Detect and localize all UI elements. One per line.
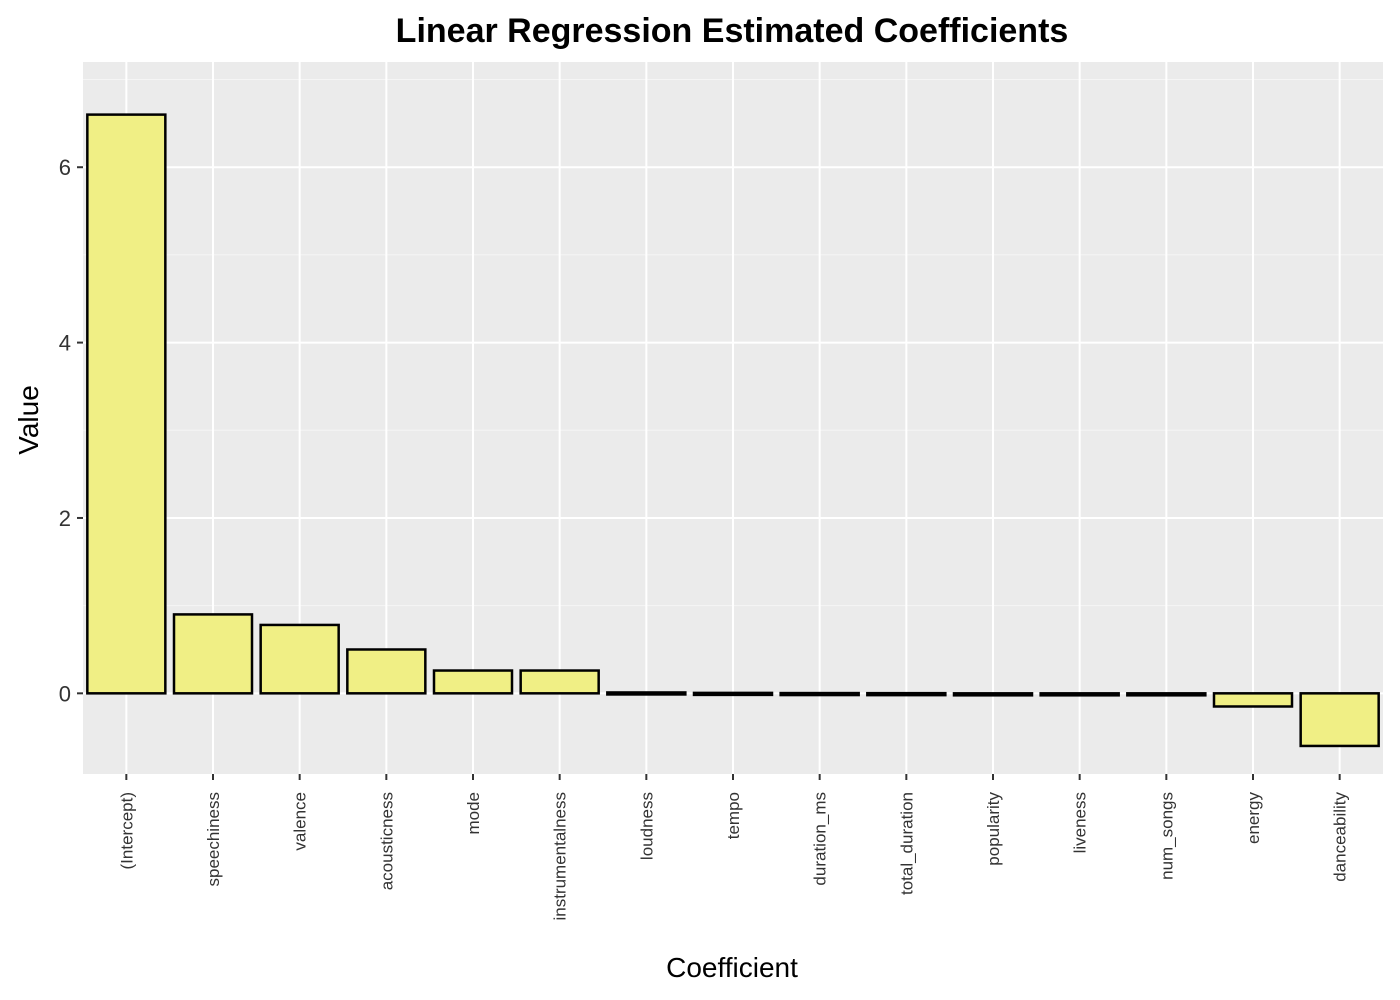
x-tick-label: mode <box>464 792 483 835</box>
bar-popularity <box>952 692 1034 697</box>
bar-acousticness <box>346 648 427 695</box>
x-tick-label: energy <box>1244 792 1263 844</box>
x-tick-label: popularity <box>984 792 1003 866</box>
x-tick-label: tempo <box>724 792 743 839</box>
x-tick-label: (Intercept) <box>117 792 136 869</box>
y-axis: 0 2 4 6 <box>59 155 83 706</box>
bar-duration-ms <box>779 691 860 697</box>
y-tick-label: 2 <box>59 506 71 531</box>
x-tick-label: danceability <box>1331 792 1350 882</box>
x-tick-label: total_duration <box>897 792 916 895</box>
bar-total-duration <box>866 691 947 697</box>
bar-valence <box>259 623 340 695</box>
bar-mode <box>432 669 514 695</box>
bar-tempo <box>692 691 774 697</box>
chart-title: Linear Regression Estimated Coefficients <box>396 12 1069 50</box>
x-axis: (Intercept) speechiness valence acousticnes… <box>117 774 1350 921</box>
x-tick-label: loudness <box>637 792 656 860</box>
x-tick-label: acousticness <box>377 792 396 890</box>
x-tick-label: liveness <box>1071 792 1090 853</box>
bar-liveness <box>1039 692 1120 697</box>
bar-num-songs <box>1126 692 1207 697</box>
y-axis-title: Value <box>13 385 44 455</box>
bar-speechiness <box>172 613 254 695</box>
bar-loudness <box>606 691 687 696</box>
y-tick-label: 6 <box>59 155 71 180</box>
bar-danceability <box>1299 692 1380 748</box>
x-tick-label: valence <box>291 792 310 851</box>
bar-instrumentalness <box>519 669 600 695</box>
x-tick-label: instrumentalness <box>551 792 570 921</box>
bar-energy <box>1212 692 1294 708</box>
x-axis-title: Coefficient <box>666 952 798 983</box>
y-tick-label: 4 <box>59 331 71 356</box>
x-tick-label: speechiness <box>204 792 223 887</box>
bar-intercept <box>86 113 167 695</box>
bars <box>86 113 1380 748</box>
y-tick-label: 0 <box>59 681 71 706</box>
x-tick-label: num_songs <box>1157 792 1176 880</box>
x-tick-label: duration_ms <box>811 792 830 886</box>
